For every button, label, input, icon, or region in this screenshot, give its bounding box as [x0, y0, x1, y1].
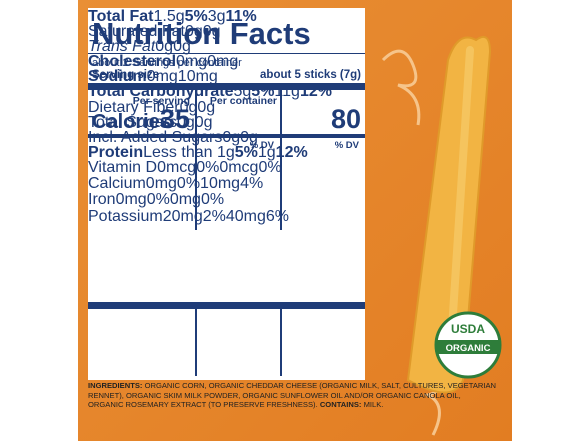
container-dv: 0% — [258, 158, 282, 176]
divider — [195, 90, 197, 230]
container-amount: 0mg — [169, 191, 201, 209]
serving-size-label: Serving size — [92, 69, 160, 81]
calories-serving: 35 — [159, 104, 190, 134]
seal-top: USDA — [451, 322, 485, 336]
serving-amount: 0g — [155, 38, 174, 56]
cheese-stick — [406, 36, 492, 394]
serving-dv: 5% — [234, 143, 258, 161]
nutrient-name: Iron — [88, 191, 116, 209]
container-amount: 0mcg — [219, 158, 259, 176]
container-dv: 12% — [275, 143, 308, 161]
nutrient-name: Trans Fat — [88, 38, 156, 56]
container-amount: 0g — [202, 23, 221, 41]
serving-amount: 1.5g — [153, 8, 185, 25]
nutrient-row: Potassium20mg2%40mg6% — [88, 207, 365, 225]
container-amount: 0g — [197, 98, 216, 116]
serving-amount: 0mg — [115, 191, 147, 209]
nutrient-row: Trans Fat0g0g — [88, 38, 365, 56]
nutrient-row: Total Fat1.5g5%3g11% — [88, 8, 365, 25]
divider — [195, 309, 197, 376]
nutrient-row: Vitamin D0mcg0%0mcg0% — [88, 158, 365, 176]
decoration: USDA ORGANIC — [381, 36, 502, 436]
nutrition-label: Nutrition Facts about 2 Servings per con… — [88, 8, 365, 380]
contains: MILK. — [363, 400, 384, 410]
seal-band — [437, 340, 499, 354]
serving-size: about 5 sticks (7g) — [260, 69, 361, 81]
nutrient-name: Total Fat — [88, 8, 154, 25]
nutrient-row: Saturated Fat0g0g — [88, 23, 365, 41]
nutrient-row: Total Sugars0g0g — [88, 113, 365, 131]
serving-dv: 2% — [202, 207, 226, 225]
divider — [280, 309, 282, 376]
scribble — [381, 49, 421, 126]
seal-band-text: ORGANIC — [446, 343, 491, 354]
thick-rule — [88, 83, 365, 90]
container-dv: 6% — [265, 207, 290, 225]
serving-amount: 0g — [176, 113, 195, 131]
medium-rule — [88, 134, 365, 138]
container-amount: 0mg — [207, 53, 239, 71]
dv-header: % DV — [249, 140, 274, 151]
serving-amount: 0mg — [176, 53, 208, 71]
container-amount: 1g — [257, 143, 276, 161]
servings: about 2 Servings per container — [92, 57, 242, 69]
nutrient-name: Potassium — [88, 207, 163, 225]
serving-amount: Less than 1g — [143, 143, 235, 161]
serving-dv: 0% — [146, 191, 170, 209]
container-amount: 3g — [207, 8, 226, 25]
divider — [280, 90, 282, 230]
container-amount: 0g — [194, 113, 213, 131]
title: Nutrition Facts — [92, 16, 311, 51]
container-amount: 0g — [173, 38, 191, 56]
serving-amount: 0g — [179, 98, 198, 116]
serving-dv: 5% — [184, 8, 208, 25]
stick-highlight — [446, 46, 474, 364]
rule — [88, 53, 365, 54]
nutrient-name: Protein — [88, 143, 144, 161]
nutrient-name: Vitamin D — [88, 158, 158, 176]
serving-amount: 20mg — [162, 207, 203, 225]
nutrient-row: Cholesterol0mg0mg — [88, 53, 365, 71]
nutrient-row: Calcium0mg0%10mg4% — [88, 175, 365, 193]
serving-amount: 0mg — [145, 175, 177, 193]
container-amount: 40mg — [225, 207, 266, 225]
calories-label: Calories — [92, 111, 171, 133]
nutrient-row: ProteinLess than 1g5%1g12% — [88, 143, 365, 161]
serving-header: Per serving — [132, 95, 190, 107]
dv-header: % DV — [334, 140, 359, 151]
ingredients-label: INGREDIENTS: — [88, 381, 143, 390]
serving-amount: 0mcg — [157, 158, 197, 176]
thick-rule — [88, 302, 365, 309]
nutrient-name: Saturated Fat — [88, 23, 185, 41]
nutrient-row: Sodium0mg10mg — [88, 68, 365, 86]
nutrient-row: Dietary Fiber0g0g — [88, 98, 365, 116]
container-amount: 10mg — [177, 68, 218, 86]
nutrient-name: Total Sugars — [88, 113, 177, 131]
nutrient-name: Sodium — [88, 68, 147, 86]
nutrient-name: Cholesterol — [88, 53, 177, 71]
serving-amount: 0mg — [146, 68, 178, 86]
ingredients: INGREDIENTS: ORGANIC CORN, ORGANIC CHEDD… — [88, 381, 498, 410]
container-amount: 10mg — [200, 175, 241, 193]
container-header: Per container — [209, 95, 277, 107]
calories-container: 80 — [330, 104, 361, 134]
serving-amount: 0g — [184, 23, 203, 41]
nutrient-row: Iron0mg0%0mg0% — [88, 191, 365, 209]
contains-label: CONTAINS: — [319, 400, 362, 410]
container-dv: 0% — [200, 191, 225, 209]
container-dv: 4% — [240, 175, 264, 193]
nutrient-name: Calcium — [88, 175, 146, 193]
nutrient-name: Dietary Fiber — [88, 98, 180, 116]
serving-dv: 0% — [196, 158, 220, 176]
container-dv: 11% — [225, 8, 257, 25]
ingredients-text: ORGANIC CORN, ORGANIC CHEDDAR CHEESE (OR… — [88, 381, 497, 410]
serving-dv: 0% — [176, 175, 201, 193]
